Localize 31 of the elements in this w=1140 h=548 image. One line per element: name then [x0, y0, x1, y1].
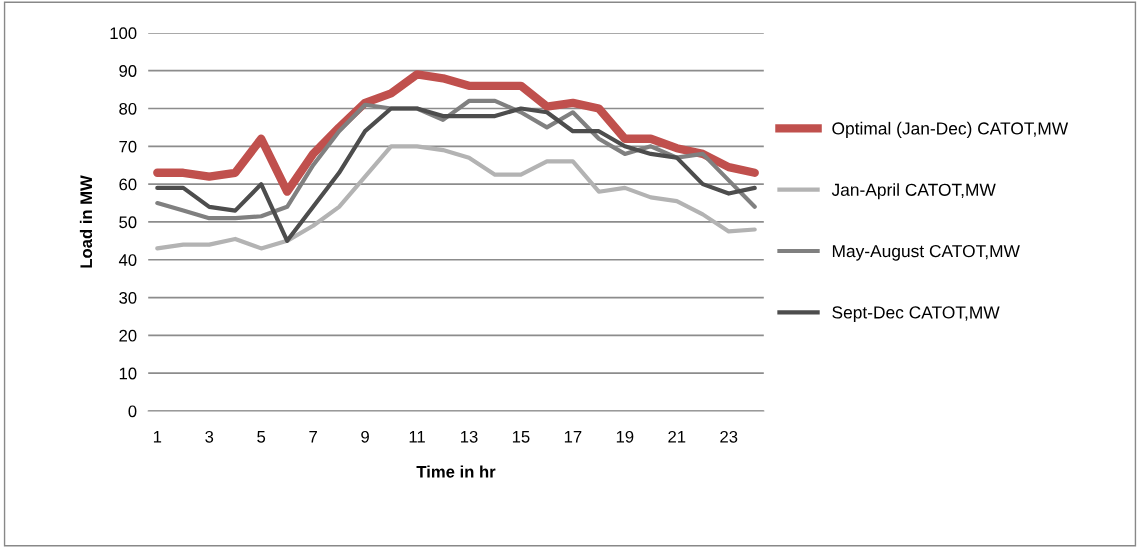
- y-tick-label: 10: [119, 367, 137, 380]
- x-axis-title: Time in hr: [416, 465, 496, 478]
- y-tick-label: 30: [119, 291, 137, 304]
- x-tick-label: 7: [309, 431, 317, 443]
- y-tick-label: 70: [119, 140, 137, 153]
- x-tick-label: 9: [361, 430, 369, 443]
- legend-label: May-August CATOT,MW: [832, 244, 1020, 261]
- line-series: [155, 144, 757, 251]
- x-tick-label: 1: [153, 431, 162, 443]
- y-tick-label: 20: [119, 329, 137, 342]
- y-tick-label: 40: [118, 254, 137, 266]
- legend-label: Jan-April CATOT,MW: [831, 183, 996, 200]
- x-tick-label: 13: [460, 430, 478, 443]
- y-tick-label: 80: [119, 102, 137, 115]
- x-tick-label: 17: [564, 431, 582, 443]
- y-tick-label: 0: [128, 405, 137, 418]
- legend-label: Optimal (Jan-Dec) CATOT,MW: [832, 121, 1069, 139]
- x-tick-label: 5: [257, 431, 266, 443]
- y-tick-label: 50: [119, 216, 137, 229]
- y-tick-label: 60: [119, 178, 137, 191]
- y-axis-title: Load in MW: [79, 175, 93, 268]
- x-tick-label: 3: [205, 430, 214, 443]
- x-tick-label: 23: [720, 430, 738, 443]
- x-tick-label: 15: [512, 431, 530, 443]
- y-tick-label: 100: [110, 27, 137, 40]
- legend-label: Sept-Dec CATOT,MW: [832, 306, 1000, 323]
- y-tick-label: 90: [119, 65, 137, 77]
- x-tick-label: 21: [668, 430, 686, 443]
- x-tick-label: 11: [409, 431, 425, 443]
- line-series: [155, 106, 757, 243]
- x-tick-label: 19: [616, 430, 634, 443]
